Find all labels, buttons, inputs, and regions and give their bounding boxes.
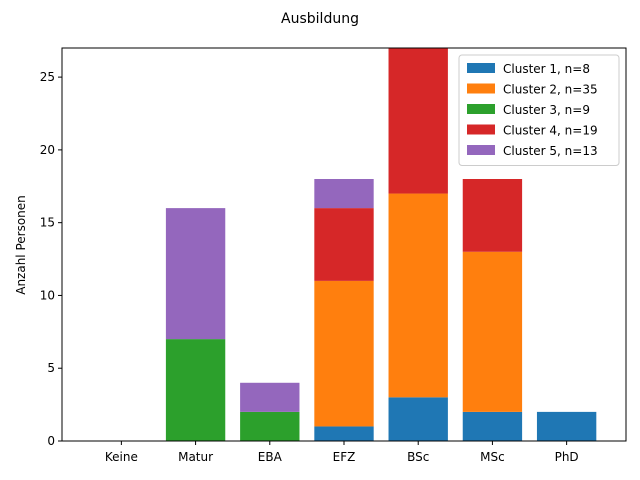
- legend-swatch: [467, 104, 495, 114]
- legend-label: Cluster 4, n=19: [503, 124, 598, 138]
- bar-efz-series-4: [314, 208, 374, 281]
- bar-bsc-series-1: [388, 397, 448, 441]
- y-tick-label: 10: [40, 288, 55, 302]
- legend-label: Cluster 5, n=13: [503, 144, 598, 158]
- chart-title: Ausbildung: [281, 11, 359, 27]
- legend: Cluster 1, n=8 Cluster 2, n=35 Cluster 3, …: [458, 54, 620, 166]
- x-tick-label: BSc: [407, 450, 429, 464]
- bar-bsc-series-4: [388, 48, 448, 194]
- plot-frame: [61, 47, 627, 442]
- bar-msc-series-2: [462, 251, 523, 412]
- x-tick-label: Keine: [105, 450, 138, 464]
- legend-box: [458, 54, 620, 166]
- bars-group: [165, 48, 597, 441]
- bar-msc-series-4: [462, 179, 523, 252]
- x-tick-label: EBA: [258, 450, 283, 464]
- bar-efz-series-2: [314, 280, 374, 427]
- legend-label: Cluster 2, n=35: [503, 83, 598, 97]
- bar-matur-series-3: [165, 339, 226, 441]
- bar-eba-series-3: [240, 411, 300, 441]
- y-tick-label: 5: [47, 361, 55, 375]
- y-tick-label: 0: [47, 434, 55, 448]
- y-ticks-group: 0 5 10 15 20 25: [40, 70, 62, 448]
- legend-swatch: [467, 63, 495, 73]
- legend-label: Cluster 1, n=8: [503, 62, 590, 76]
- x-tick-label: MSc: [480, 450, 505, 464]
- legend-swatch: [467, 124, 495, 135]
- bar-efz-series-5: [314, 179, 374, 209]
- legend-swatch: [467, 83, 495, 94]
- y-axis-label: Anzahl Personen: [14, 195, 28, 295]
- legend-label: Cluster 3, n=9: [503, 103, 590, 117]
- x-tick-label: PhD: [555, 450, 579, 464]
- x-tick-label: EFZ: [333, 450, 356, 464]
- legend-swatch: [467, 145, 495, 155]
- y-tick-label: 20: [40, 143, 55, 157]
- x-tick-label: Matur: [178, 450, 213, 464]
- bar-efz-series-1: [314, 426, 374, 441]
- bar-bsc-series-2: [388, 193, 448, 398]
- x-ticks-group: Keine Matur EBA EFZ BSc MSc PhD: [105, 441, 579, 464]
- bar-eba-series-5: [240, 382, 300, 412]
- bar-msc-series-1: [462, 411, 523, 441]
- bar-matur-series-5: [165, 208, 226, 340]
- bar-phd-series-1: [536, 411, 597, 441]
- y-tick-label: 25: [40, 70, 55, 84]
- y-tick-label: 15: [40, 216, 55, 230]
